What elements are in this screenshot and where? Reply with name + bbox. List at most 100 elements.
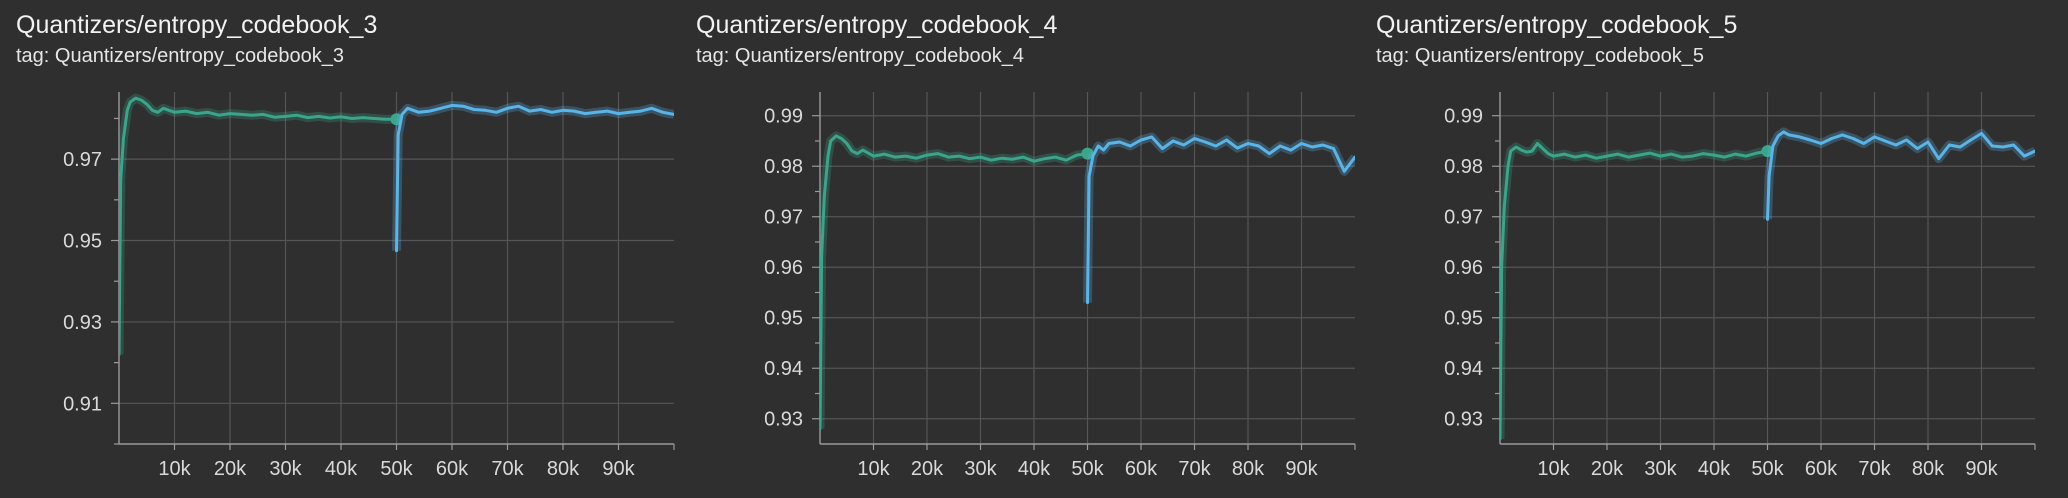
series-point (861, 148, 864, 152)
series-point (1723, 155, 1726, 159)
series-point (1321, 143, 1325, 147)
series-point (617, 112, 620, 115)
y-tick-label: 0.99 (1444, 106, 1483, 128)
x-tick-label: 60k (1805, 458, 1838, 480)
series-point (1064, 158, 1068, 162)
series-point (650, 107, 653, 110)
chart-plot-codebook-4[interactable]: 10k 20k 30k 40k 50k 60k 70k 80k 90k 0.93 0.94 0.95 0… (696, 0, 1376, 498)
chart-title: Quantizers/entropy_codebook_4 (696, 11, 1058, 39)
series-point (1129, 144, 1132, 148)
series-point (162, 107, 165, 110)
series-point (2023, 154, 2026, 158)
series-point (1809, 138, 1812, 142)
series-point (2001, 145, 2005, 149)
y-tick-label: 0.94 (764, 358, 803, 380)
series-point (834, 134, 838, 138)
series-point (273, 116, 276, 119)
y-tick-label: 0.98 (764, 156, 803, 178)
chart-plot-codebook-5[interactable]: 10k 20k 30k 40k 50k 60k 70k 80k 90k 0.93 0.94 0.95 0… (1376, 0, 2056, 498)
series-point (126, 109, 129, 112)
series-point (439, 107, 443, 110)
x-tick-label: 50k (1071, 458, 1104, 480)
series-point (206, 111, 209, 114)
series-point (1509, 149, 1512, 153)
x-tick-label: 50k (1751, 458, 1784, 480)
series-point (228, 112, 232, 115)
series-point (1225, 138, 1228, 142)
series-point (1054, 155, 1057, 159)
x-tick-label: 60k (436, 458, 469, 480)
y-tick-label: 0.95 (63, 231, 102, 253)
series-point (1926, 140, 1930, 144)
series-point (1514, 145, 1518, 149)
series-raw-band (392, 100, 674, 251)
series-point (1584, 153, 1587, 157)
y-tick-label: 0.93 (764, 409, 803, 431)
series-point (1268, 152, 1271, 155)
series-point (1767, 175, 1771, 178)
series-point (140, 98, 143, 102)
series-point (968, 157, 971, 160)
series-point (450, 104, 454, 107)
series-point (173, 111, 176, 114)
series-point (1659, 154, 1662, 158)
series-end-marker (1081, 147, 1094, 160)
series-point (484, 109, 487, 112)
series-point (395, 249, 398, 252)
series-point (1573, 155, 1577, 159)
series-point (251, 113, 254, 117)
series-point (1102, 148, 1105, 152)
series-point (840, 137, 843, 140)
series-point (362, 116, 365, 119)
series-point (167, 109, 171, 112)
x-tick-label: 40k (325, 458, 358, 480)
series-point (1536, 142, 1539, 145)
series-raw-band (1083, 132, 1355, 303)
series-point (119, 178, 122, 181)
series-point (1530, 149, 1534, 153)
series-point (1563, 152, 1566, 156)
series-point (1503, 205, 1506, 208)
series-point (1500, 266, 1503, 269)
y-tick-label: 0.93 (1444, 409, 1483, 431)
series-point (1734, 152, 1737, 156)
x-tick-label: 90k (1965, 458, 1998, 480)
series-line (820, 134, 1089, 431)
series-point (1873, 135, 1876, 139)
series-point (979, 155, 982, 159)
series-point (1991, 144, 1994, 148)
x-tick-label: 20k (214, 458, 247, 480)
series-line (1086, 135, 1355, 305)
series-point (184, 109, 187, 113)
series-point (1616, 152, 1619, 156)
series-point (1214, 144, 1218, 148)
series-point (1022, 155, 1025, 159)
series-point (1670, 152, 1673, 156)
series-point (1278, 144, 1282, 148)
series-point (957, 154, 961, 158)
series-point (328, 116, 332, 120)
series-point (1937, 157, 1940, 160)
series-point (428, 109, 431, 113)
x-tick-label: 20k (1591, 458, 1624, 480)
series-point (1289, 148, 1292, 152)
x-tick-label: 80k (1232, 458, 1265, 480)
series-point (539, 108, 542, 111)
y-tick-label: 0.98 (1444, 156, 1483, 178)
series-point (1257, 144, 1260, 148)
series-point (506, 107, 509, 110)
chart-plot-codebook-3[interactable]: 10k 20k 30k 40k 50k 60k 70k 80k 90k 0.91 0.93 0.95 0… (16, 0, 696, 498)
x-tick-label: 70k (1178, 458, 1211, 480)
series-point (826, 154, 830, 158)
series-point (1161, 147, 1164, 150)
series-point (400, 113, 404, 116)
series-point (151, 109, 154, 112)
series-point (1830, 137, 1833, 140)
y-tick-label: 0.93 (63, 312, 102, 334)
y-tick-label: 0.94 (1444, 358, 1483, 380)
series-point (1948, 143, 1951, 147)
x-tick-label: 90k (602, 458, 635, 480)
series-point (2033, 149, 2035, 153)
series-point (990, 158, 993, 162)
series-point (350, 117, 354, 120)
